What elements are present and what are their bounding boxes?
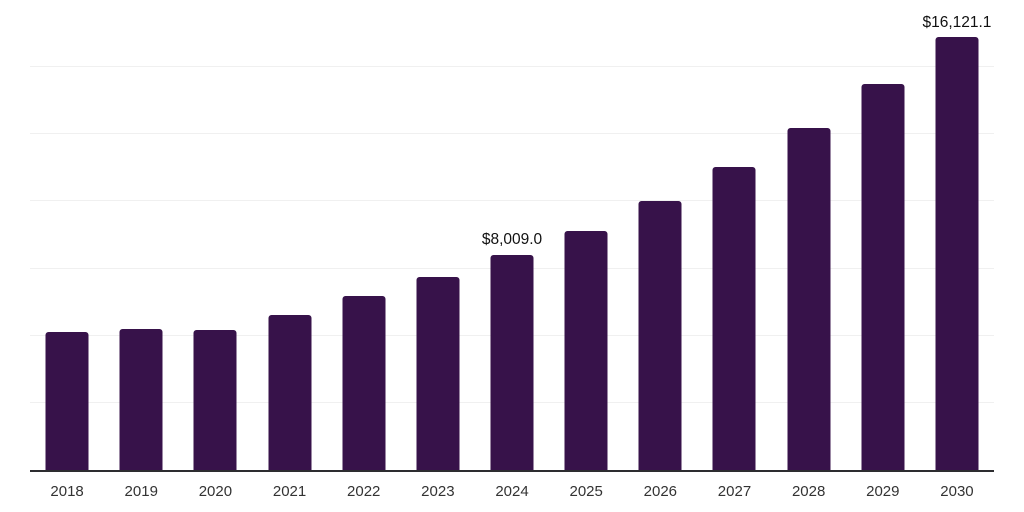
bar-slot-2020 [178,0,252,470]
bar-slot-2028 [772,0,846,470]
x-tick-label-2018: 2018 [50,483,84,500]
gridline [30,66,994,68]
bar-slot-2026 [623,0,697,470]
bar-2018 [45,331,89,470]
gridline [30,200,994,202]
x-axis-tick-labels: 2018 2019 2020 2021 2022 2023 2024 2025 2026 2027… [30,482,994,502]
bar-2020 [193,329,237,470]
bar-slot-2021 [252,0,326,470]
x-tick-label-2030: 2030 [940,483,974,500]
bar-2023 [416,276,460,470]
bar-2030 [935,37,979,470]
bar-2025 [564,230,608,470]
bar-2029 [861,83,905,470]
bar-slot-2030: $16,121.1 [920,0,994,470]
x-tick-label-2019: 2019 [124,483,158,500]
x-tick-label-2029: 2029 [866,483,900,500]
x-tick-label-2021: 2021 [272,483,307,500]
x-tick-label-2026: 2026 [643,483,678,500]
bar-slot-2027 [697,0,771,470]
bar-2021 [268,314,312,470]
x-tick-label-2023: 2023 [421,483,455,500]
bar-slot-2029 [846,0,920,470]
x-tick-label-2022: 2022 [347,483,381,500]
x-tick-label-2024: 2024 [495,483,529,500]
bar-2024 [490,254,534,470]
bar-slot-2022 [327,0,401,470]
bar-slot-2023 [401,0,475,470]
plot-area: $8,009.0 $16,121.1 [30,0,994,472]
bar-2019 [119,329,163,470]
bar-slot-2018 [30,0,104,470]
x-tick-label-2027: 2027 [717,483,752,500]
bar-slot-2025 [549,0,623,470]
bar-2027 [712,167,756,470]
bar-2022 [342,295,386,470]
x-tick-label-2028: 2028 [791,483,826,500]
x-tick-label-2025: 2025 [569,483,603,500]
x-tick-label-2020: 2020 [198,483,233,500]
bar-value-label-2024: $8,009.0 [481,231,543,249]
bar-slot-2024: $8,009.0 [475,0,549,470]
bar-2028 [787,128,831,470]
bar-2026 [638,200,682,470]
bars-row: $8,009.0 $16,121.1 [30,0,994,470]
bar-slot-2019 [104,0,178,470]
gridline [30,133,994,135]
bar-value-label-2030: $16,121.1 [922,13,992,31]
